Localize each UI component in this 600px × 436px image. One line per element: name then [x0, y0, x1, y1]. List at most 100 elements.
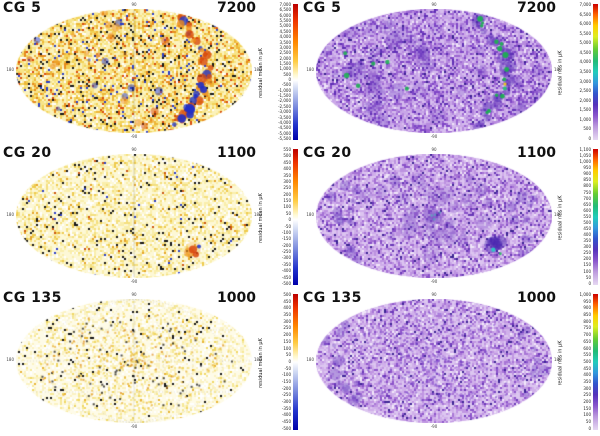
- colorbar-ticks: 550 500 450 400 350 300 250 200 150 100 50 0 -50 -100…: [261, 148, 291, 286]
- tick-label: 7,000: [579, 2, 591, 7]
- tick-label: 250: [283, 185, 291, 191]
- tick-label: 700: [583, 195, 591, 201]
- tick-label: 1,500: [579, 107, 591, 113]
- tick-label: 750: [583, 189, 591, 195]
- tick-label: 1,100: [579, 147, 591, 152]
- tick-label: 0: [288, 77, 291, 83]
- tick-label: 500: [283, 71, 291, 77]
- coord-label-top: 90: [131, 292, 137, 297]
- tick-label: 200: [583, 399, 591, 404]
- colorbar-ticks: 7,000 6,500 6,000 5,500 5,000 4,500 4,000 3,500…: [561, 3, 591, 141]
- coord-label-top: 90: [431, 2, 437, 7]
- tick-label: 50: [585, 419, 591, 425]
- tick-label: -250: [281, 392, 291, 398]
- coord-label-bottom: -90: [430, 134, 438, 139]
- tick-label: 5,000: [279, 23, 291, 29]
- tick-label: -100: [281, 229, 291, 235]
- coord-label-right: 180: [554, 212, 562, 217]
- tick-label: -200: [281, 385, 291, 391]
- colorbar-ticks: 1,100 1,050 1,000 950 900 850 800 750 700 650 600 5…: [561, 148, 591, 286]
- colorbar-title-text: residual rms in µK: [557, 340, 564, 386]
- tick-label: 300: [283, 178, 291, 184]
- coord-label-left: 180: [306, 212, 314, 217]
- tick-label: -100: [281, 372, 291, 378]
- colorbar-title: residual mean in µK: [257, 290, 264, 436]
- tick-label: 900: [583, 171, 591, 177]
- coord-label-right: 180: [254, 212, 262, 217]
- tick-label: 350: [583, 378, 591, 384]
- tick-label: 450: [283, 159, 291, 165]
- colorbar-title: residual rms in µK: [557, 0, 564, 145]
- tick-label: 300: [283, 318, 291, 324]
- tick-label: 6,000: [279, 12, 291, 18]
- tick-label: 6,500: [579, 11, 591, 17]
- tick-label: 6,000: [579, 21, 591, 27]
- panel-cg135-rms: CG 135 1000 90 -90 180 180 1,000 950 900 85…: [300, 290, 600, 436]
- tick-label: 550: [583, 352, 591, 358]
- tick-label: -4,000: [278, 119, 291, 125]
- tick-label: 500: [583, 219, 591, 225]
- tick-label: 50: [285, 352, 291, 358]
- tick-label: -450: [281, 274, 291, 280]
- colorbar: [293, 149, 298, 285]
- tick-label: 0: [288, 358, 291, 364]
- tick-label: 1,000: [579, 292, 591, 297]
- coord-label-right: 180: [254, 357, 262, 362]
- tick-label: 6,500: [279, 7, 291, 13]
- tick-label: -50: [284, 365, 291, 371]
- colorbar: [593, 4, 598, 140]
- panel-cg5-mean: CG 5 7200 90 -90 180 180 7,000 6,500 6,000…: [0, 0, 300, 145]
- colorbar-title-text: residual rms in µK: [557, 49, 564, 96]
- tick-label: 400: [283, 305, 291, 311]
- colorbar-ticks: 500 450 400 350 300 250 200 150 100 50 0 -50 -100 -15…: [261, 293, 291, 431]
- colorbar: [593, 149, 598, 285]
- tick-label: 3,000: [579, 78, 591, 84]
- tick-label: -500: [281, 280, 291, 286]
- coord-label-left: 180: [6, 357, 14, 362]
- tick-label: 500: [283, 292, 291, 297]
- tick-label: -450: [281, 419, 291, 425]
- sky-map-canvas: [16, 299, 252, 423]
- tick-label: 350: [283, 172, 291, 178]
- tick-label: -300: [281, 399, 291, 404]
- tick-label: 400: [283, 166, 291, 172]
- tick-label: -5,500: [278, 135, 291, 141]
- tick-label: 1,000: [579, 116, 591, 122]
- tick-label: 500: [583, 358, 591, 364]
- tick-label: 5,000: [579, 40, 591, 46]
- tick-label: 5,500: [279, 18, 291, 24]
- coord-label-left: 180: [306, 67, 314, 72]
- tick-label: -250: [281, 249, 291, 254]
- coord-label-top: 90: [431, 147, 437, 152]
- tick-label: -350: [281, 261, 291, 267]
- panel-cg5-rms: CG 5 7200 90 -90 180 180 7,000 6,500 6,000…: [300, 0, 600, 145]
- tick-label: -4,500: [278, 125, 291, 131]
- tick-label: 4,000: [579, 59, 591, 65]
- tick-label: 50: [585, 274, 591, 280]
- panel-cg20-rms: CG 20 1100 90 -90 180 180 1,100 1,050 1,00…: [300, 145, 600, 290]
- tick-label: 550: [283, 147, 291, 152]
- panel-cg20-mean: CG 20 1100 90 -90 180 180 550 500 450 400 35…: [0, 145, 300, 290]
- tick-label: 150: [283, 338, 291, 344]
- colorbar-title: residual rms in µK: [557, 290, 564, 436]
- tick-label: -1,000: [278, 87, 291, 93]
- tick-label: 2,000: [279, 55, 291, 61]
- tick-label: 350: [583, 238, 591, 244]
- tick-label: 2,500: [279, 50, 291, 56]
- sky-map-canvas: [16, 9, 252, 133]
- tick-label: 100: [283, 345, 291, 351]
- tick-label: 1,500: [279, 60, 291, 66]
- tick-label: 7,000: [279, 2, 291, 7]
- tick-label: -50: [284, 223, 291, 229]
- tick-label: 500: [283, 153, 291, 159]
- tick-label: 0: [588, 425, 591, 431]
- tick-label: 700: [583, 332, 591, 338]
- coord-label-bottom: -90: [430, 279, 438, 284]
- tick-label: 900: [583, 305, 591, 311]
- tick-label: -150: [281, 236, 291, 242]
- tick-label: 450: [283, 298, 291, 304]
- tick-label: 250: [283, 325, 291, 331]
- tick-label: -350: [281, 405, 291, 411]
- panel-cg135-mean: CG 135 1000 90 -90 180 180 500 450 400 350 3…: [0, 290, 300, 436]
